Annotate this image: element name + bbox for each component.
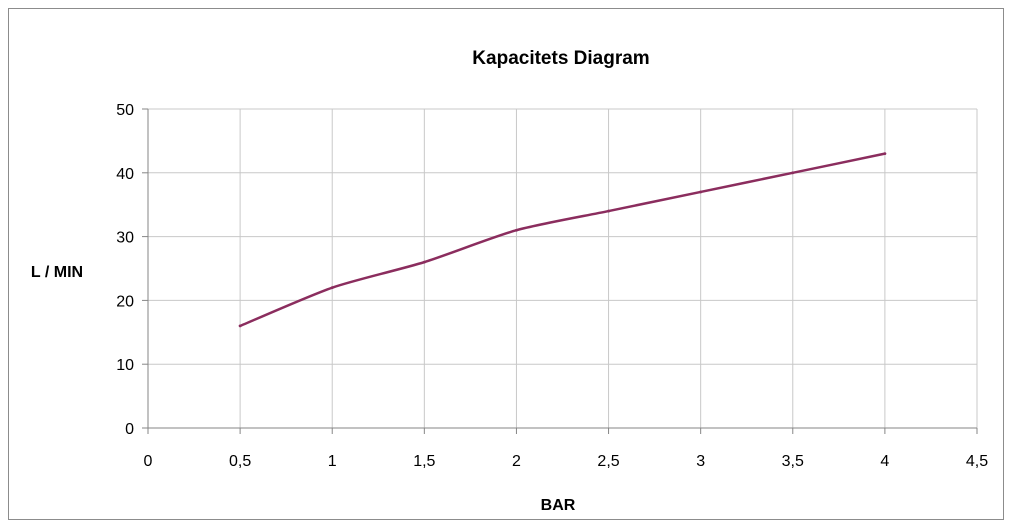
y-tick-label-4: 40 bbox=[116, 166, 134, 183]
x-axis-ticks: 0 0,5 1 1,5 2 2,5 3 3,5 4 4,5 bbox=[144, 428, 988, 470]
x-tick-label-7: 3,5 bbox=[782, 453, 804, 470]
series-line-0 bbox=[238, 152, 887, 328]
data-point-0-7 bbox=[883, 152, 887, 156]
chart-frame bbox=[8, 8, 1004, 520]
data-point-0-1 bbox=[330, 286, 334, 290]
data-point-0-6 bbox=[791, 171, 795, 175]
y-tick-label-3: 30 bbox=[116, 230, 134, 247]
data-point-0-3 bbox=[515, 228, 518, 232]
y-axis-ticks: 0 10 20 30 40 50 bbox=[116, 102, 148, 438]
gridlines bbox=[148, 108, 978, 428]
data-point-0-5 bbox=[699, 190, 703, 194]
x-tick-label-2: 1 bbox=[328, 453, 337, 470]
chart-title: Kapacitets Diagram bbox=[472, 48, 649, 69]
data-point-0-4 bbox=[607, 209, 610, 213]
axes bbox=[147, 109, 977, 429]
x-tick-label-9: 4,5 bbox=[966, 453, 988, 470]
x-tick-label-0: 0 bbox=[144, 453, 153, 470]
x-axis-label: BAR bbox=[541, 497, 576, 514]
x-tick-label-5: 2,5 bbox=[597, 453, 619, 470]
y-tick-label-1: 10 bbox=[116, 357, 134, 374]
y-axis-label: L / MIN bbox=[31, 264, 83, 281]
x-tick-label-4: 2 bbox=[512, 453, 521, 470]
x-tick-label-3: 1,5 bbox=[413, 453, 435, 470]
x-tick-label-1: 0,5 bbox=[229, 453, 251, 470]
data-point-0-2 bbox=[422, 260, 426, 264]
data-point-0-0 bbox=[238, 324, 242, 328]
y-tick-label-5: 50 bbox=[116, 102, 134, 119]
y-tick-label-2: 20 bbox=[116, 293, 134, 310]
x-tick-label-6: 3 bbox=[696, 453, 705, 470]
x-tick-label-8: 4 bbox=[880, 453, 889, 470]
series-group bbox=[238, 152, 887, 328]
y-tick-label-0: 0 bbox=[125, 421, 134, 438]
